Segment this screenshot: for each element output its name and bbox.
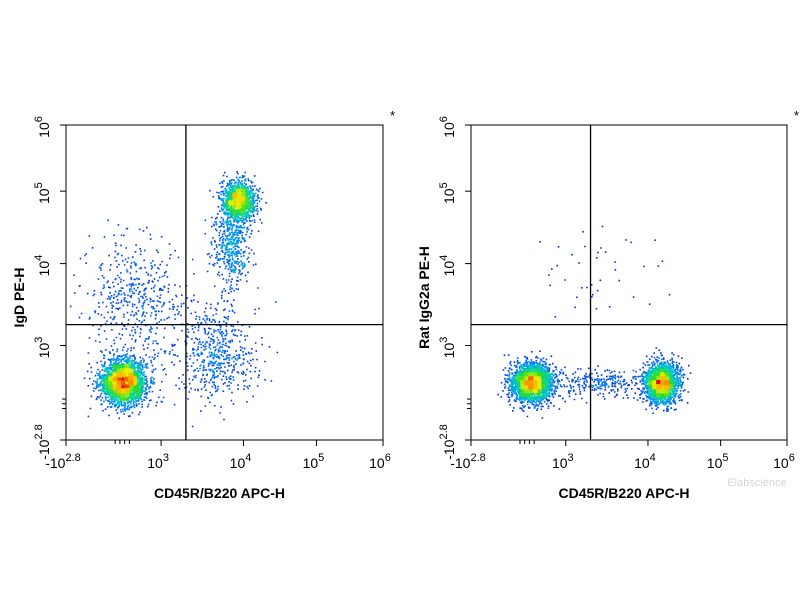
y-tick-exp: 4 xyxy=(33,255,45,261)
x-tick-exp: 3 xyxy=(163,452,169,464)
x-tick-base: 10 xyxy=(773,455,789,471)
y-tick-label: 106 xyxy=(438,116,457,138)
x-tick-label: 104 xyxy=(230,452,252,471)
x-tick-label: 105 xyxy=(707,452,729,471)
y-tick-base: 10 xyxy=(36,188,52,204)
x-tick-label: 104 xyxy=(634,452,656,471)
x-tick-label: 106 xyxy=(369,452,391,471)
y-tick-exp: 5 xyxy=(438,182,450,188)
x-tick-base: 10 xyxy=(303,455,319,471)
x-tick-label: 106 xyxy=(773,452,795,471)
x-tick-base: 10 xyxy=(634,455,650,471)
x-tick-exp: 6 xyxy=(385,452,391,464)
x-tick-base: 10 xyxy=(147,455,163,471)
y-tick-exp: 5 xyxy=(33,182,45,188)
x-tick-exp: 4 xyxy=(650,452,656,464)
y-tick-label: 106 xyxy=(33,116,52,138)
event-dot-group xyxy=(120,188,241,373)
y-tick-base: 10 xyxy=(441,261,457,277)
x-tick-label: 103 xyxy=(147,452,169,471)
plot-panel-igd: -102.8 103 104 105 106-102.8103104105106CD45… xyxy=(11,108,395,501)
y-tick-exp: 2.8 xyxy=(33,424,45,439)
y-tick-exp: 4 xyxy=(438,255,450,261)
y-tick-label: -102.8 xyxy=(33,424,52,460)
event-dot-group xyxy=(128,380,134,385)
y-tick-label: -102.8 xyxy=(438,424,457,460)
y-tick-exp: 3 xyxy=(438,337,450,343)
event-dots xyxy=(497,226,691,419)
x-tick-exp: 4 xyxy=(245,452,251,464)
x-tick-base: 10 xyxy=(707,455,723,471)
x-tick-exp: 3 xyxy=(568,452,574,464)
event-dot-group xyxy=(108,192,242,381)
x-tick-exp: 5 xyxy=(722,452,728,464)
y-tick-label: 103 xyxy=(438,337,457,359)
y-tick-exp: 2.8 xyxy=(438,424,450,439)
y-tick-base: -10 xyxy=(36,439,52,459)
y-axis-title: IgD PE-H xyxy=(11,268,27,328)
y-tick-base: 10 xyxy=(441,122,457,138)
x-tick-base: 10 xyxy=(552,455,568,471)
x-tick-label: 103 xyxy=(552,452,574,471)
y-tick-base: 10 xyxy=(36,122,52,138)
y-tick-label: 105 xyxy=(33,182,52,204)
event-dots xyxy=(70,171,278,427)
y-tick-exp: 6 xyxy=(438,116,450,122)
watermark-text: Elabscience xyxy=(727,477,786,489)
y-tick-label: 103 xyxy=(33,337,52,359)
corner-asterisk: * xyxy=(794,108,799,123)
x-axis-title: CD45R/B220 APC-H xyxy=(559,485,690,501)
y-tick-base: 10 xyxy=(36,343,52,359)
x-tick-exp: 2.8 xyxy=(470,452,485,464)
x-tick-label: 105 xyxy=(303,452,325,471)
x-tick-exp: 6 xyxy=(789,452,795,464)
x-tick-exp: 5 xyxy=(318,452,324,464)
y-tick-label: 104 xyxy=(33,255,52,277)
y-tick-base: 10 xyxy=(441,343,457,359)
y-tick-label: 104 xyxy=(438,255,457,277)
y-tick-base: -10 xyxy=(441,439,457,459)
y-tick-base: 10 xyxy=(36,261,52,277)
plot-panel-isotype: -102.8 103 104 105 106-102.8103104105106CD45… xyxy=(416,108,799,501)
x-tick-base: 10 xyxy=(369,455,385,471)
x-tick-exp: 2.8 xyxy=(65,452,80,464)
y-tick-base: 10 xyxy=(441,188,457,204)
corner-asterisk: * xyxy=(390,108,395,123)
y-tick-label: 105 xyxy=(438,182,457,204)
x-tick-base: 10 xyxy=(230,455,246,471)
y-tick-exp: 6 xyxy=(33,116,45,122)
x-axis-title: CD45R/B220 APC-H xyxy=(154,485,285,501)
event-dot-group xyxy=(116,380,121,385)
y-tick-exp: 3 xyxy=(33,337,45,343)
y-axis-title: Rat IgG2a PE-H xyxy=(416,246,432,349)
